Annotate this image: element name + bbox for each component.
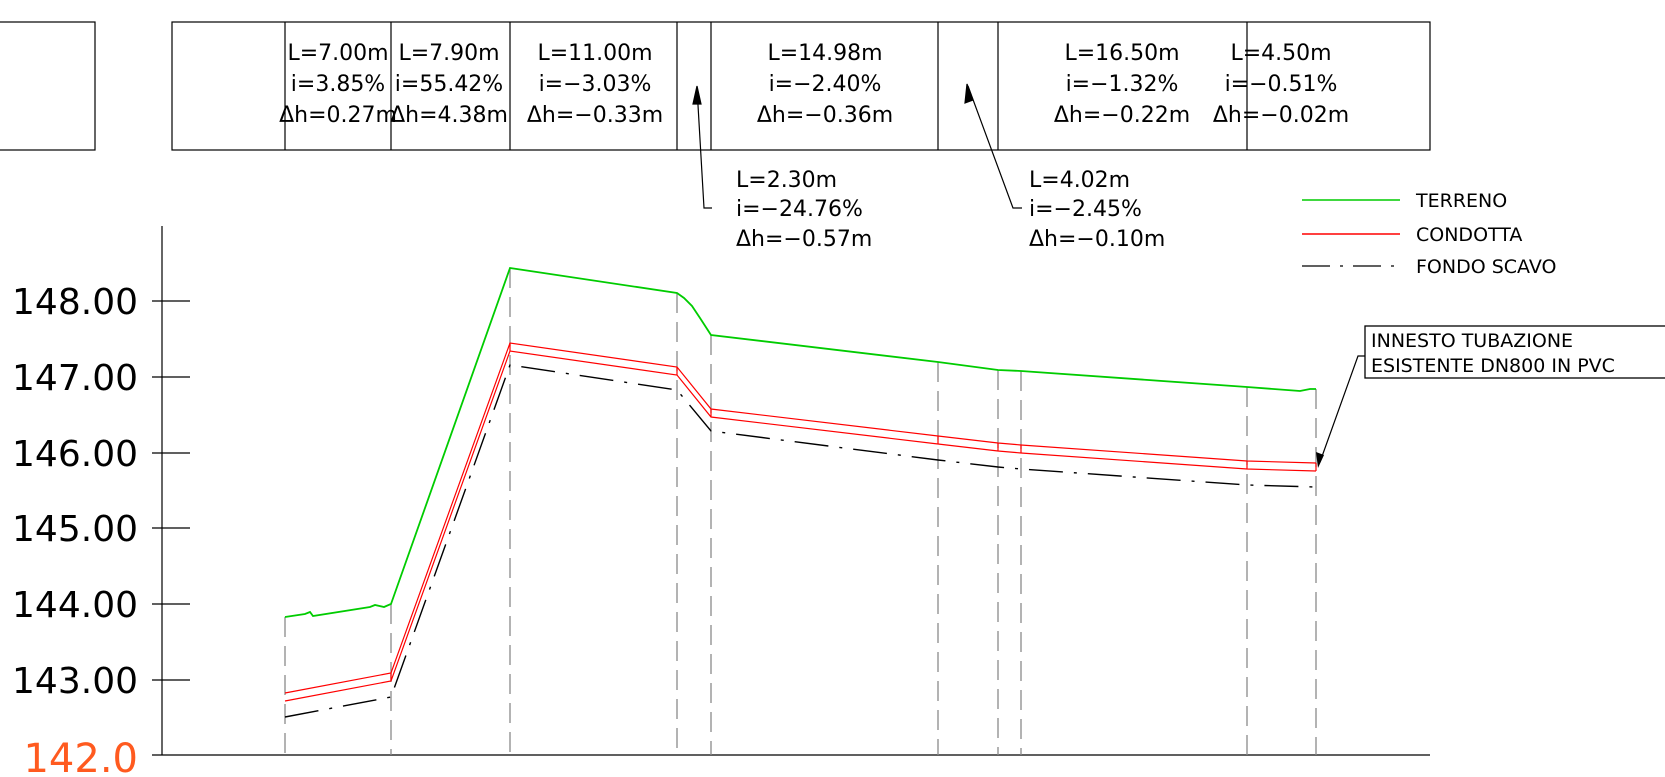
y-tick-label: 148.00 xyxy=(12,282,138,323)
condotta-top xyxy=(284,342,1317,694)
segment-slope: i=−0.51% xyxy=(1225,72,1338,97)
condotta-pipe xyxy=(284,342,1317,702)
segment-length: L=11.00m xyxy=(537,41,652,66)
callout-leader-1 xyxy=(696,87,712,209)
segment-slope: i=−1.32% xyxy=(1066,72,1179,97)
note-leader xyxy=(1319,355,1365,463)
segment-slope: i=55.42% xyxy=(395,72,503,97)
segment-delta-h: Δh=−0.02m xyxy=(1213,103,1349,128)
callout-1-length: L=2.30m xyxy=(736,168,837,193)
callout-2-slope: i=−2.45% xyxy=(1029,197,1142,222)
segment-2: L=7.90m i=55.42% Δh=4.38m xyxy=(390,41,508,128)
header-table xyxy=(0,21,1431,151)
header-box-main xyxy=(171,21,1431,151)
y-tick-label: 144.00 xyxy=(12,585,138,626)
callout-arrowhead-1 xyxy=(692,85,702,105)
segment-delta-h: Δh=−0.22m xyxy=(1054,103,1190,128)
note-line-1: INNESTO TUBAZIONE xyxy=(1371,330,1573,352)
y-tick-label: 143.00 xyxy=(12,661,138,702)
section-lines xyxy=(284,268,1317,755)
note-callout: INNESTO TUBAZIONE ESISTENTE DN800 IN PVC xyxy=(1316,325,1665,468)
y-tick-label: 146.00 xyxy=(12,434,138,475)
callout-2-delta-h: Δh=−0.10m xyxy=(1029,227,1165,252)
segment-5: L=16.50m i=−1.32% Δh=−0.22m xyxy=(1054,41,1190,128)
callout-leaders xyxy=(692,83,1022,209)
segment-4: L=14.98m i=−2.40% Δh=−0.36m xyxy=(757,41,893,128)
legend: TERRENO CONDOTTA FONDO SCAVO xyxy=(1302,190,1556,278)
callout-leader-2 xyxy=(967,85,1022,209)
segment-6: L=4.50m i=−0.51% Δh=−0.02m xyxy=(1213,41,1349,128)
legend-label-condotta: CONDOTTA xyxy=(1416,224,1522,246)
note-arrowhead xyxy=(1316,452,1324,468)
y-tick-label: 147.00 xyxy=(12,358,138,399)
condotta-bottom xyxy=(284,350,1317,702)
callout-1-slope: i=−24.76% xyxy=(736,197,863,222)
y-tick-labels: 148.00 147.00 146.00 145.00 144.00 143.0… xyxy=(12,282,138,777)
y-base-label: 142.0 xyxy=(23,736,138,777)
note-box xyxy=(1364,325,1665,379)
segment-delta-h: Δh=4.38m xyxy=(390,103,508,128)
segment-1: L=7.00m i=3.85% Δh=0.27m xyxy=(279,41,397,128)
segment-length: L=4.50m xyxy=(1230,41,1331,66)
segment-delta-h: Δh=−0.33m xyxy=(527,103,663,128)
segment-length: L=7.90m xyxy=(398,41,499,66)
legend-label-fondo-scavo: FONDO SCAVO xyxy=(1416,256,1556,278)
callout-1-delta-h: Δh=−0.57m xyxy=(736,227,872,252)
header-box-left xyxy=(0,21,96,151)
segment-delta-h: Δh=0.27m xyxy=(279,103,397,128)
segment-length: L=14.98m xyxy=(767,41,882,66)
terreno-line xyxy=(284,267,1316,618)
segment-slope: i=−2.40% xyxy=(769,72,882,97)
callout-labels: L=2.30m i=−24.76% Δh=−0.57m L=4.02m i=−2… xyxy=(736,168,1165,252)
segment-length: L=16.50m xyxy=(1064,41,1179,66)
callout-arrowhead-2 xyxy=(964,83,974,104)
y-tick-label: 145.00 xyxy=(12,509,138,550)
segment-slope: i=3.85% xyxy=(291,72,385,97)
segment-delta-h: Δh=−0.36m xyxy=(757,103,893,128)
fondo-scavo-line xyxy=(284,364,1317,718)
y-axis xyxy=(152,226,1430,756)
segment-labels: L=7.00m i=3.85% Δh=0.27m L=7.90m i=55.42… xyxy=(279,41,1349,128)
segment-slope: i=−3.03% xyxy=(539,72,652,97)
segment-3: L=11.00m i=−3.03% Δh=−0.33m xyxy=(527,41,663,128)
segment-length: L=7.00m xyxy=(287,41,388,66)
legend-label-terreno: TERRENO xyxy=(1415,190,1507,212)
callout-2-length: L=4.02m xyxy=(1029,168,1130,193)
note-line-2: ESISTENTE DN800 IN PVC xyxy=(1371,355,1615,377)
